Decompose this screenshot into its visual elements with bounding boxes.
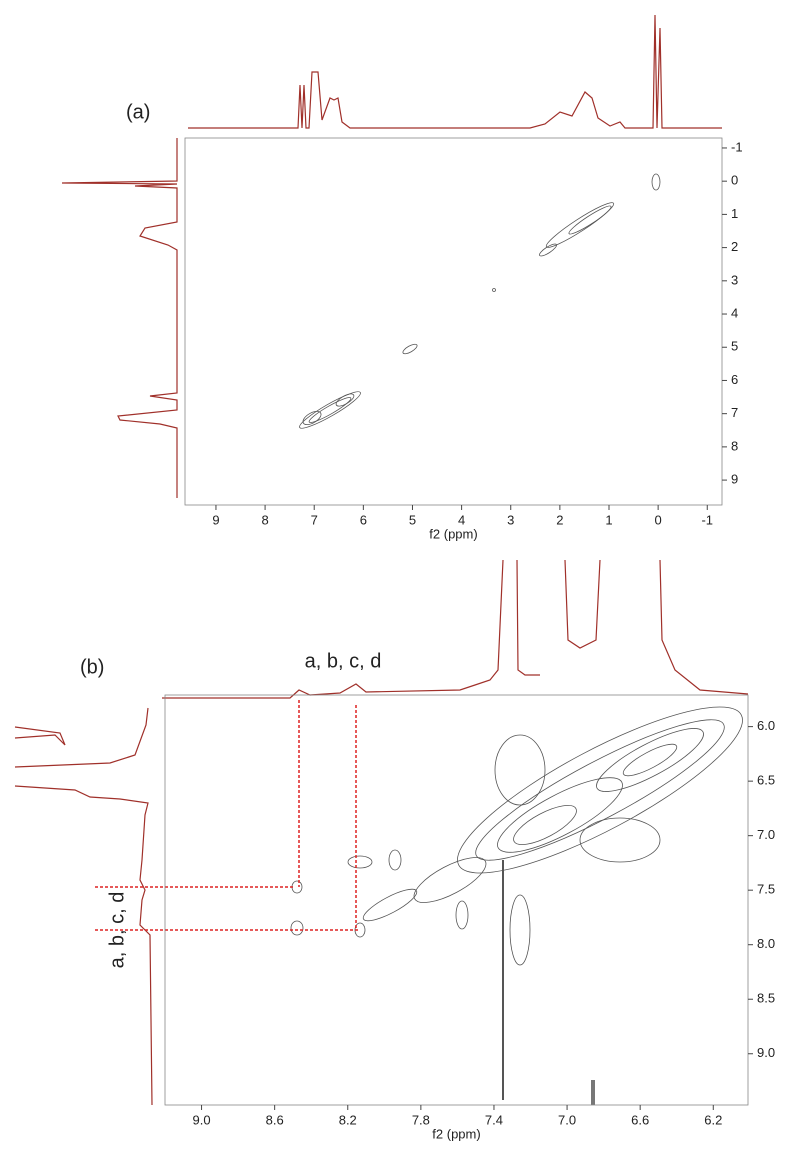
contours-a xyxy=(299,173,661,429)
projection-left-a xyxy=(61,138,178,498)
x-tick-label: 5 xyxy=(409,512,416,527)
projection-left-b xyxy=(14,707,153,1106)
x-tick-label: 7 xyxy=(311,512,318,527)
y-tick-label: 7.5 xyxy=(757,882,775,897)
y-tick-label: 7 xyxy=(731,405,738,420)
contours-b xyxy=(290,706,743,1105)
x-tick-label: 6.6 xyxy=(631,1112,649,1127)
x-tick-label: 2 xyxy=(556,512,563,527)
y-tick-label: 3 xyxy=(731,272,738,287)
projection-top-a xyxy=(188,14,722,129)
panel-label: (b) xyxy=(80,656,104,678)
x-tick-label: 4 xyxy=(458,512,465,527)
y-tick-label: 8.0 xyxy=(757,936,775,951)
plot-frame xyxy=(184,137,723,506)
x-tick-label: 8.6 xyxy=(266,1112,284,1127)
x-axis-label: f2 (ppm) xyxy=(432,1126,480,1141)
x-tick-label: 3 xyxy=(507,512,514,527)
x-tick-label: 7.4 xyxy=(485,1112,503,1127)
y-tick-label: 6.0 xyxy=(757,718,775,733)
x-tick-label: 8.2 xyxy=(339,1112,357,1127)
y-tick-label: 8 xyxy=(731,438,738,453)
x-tick-label: 9 xyxy=(212,512,219,527)
x-tick-label: 9.0 xyxy=(193,1112,211,1127)
x-tick-label: 1 xyxy=(605,512,612,527)
x-tick-label: 0 xyxy=(655,512,662,527)
y-tick-label: 6 xyxy=(731,372,738,387)
x-tick-label: 6 xyxy=(360,512,367,527)
annotation: a, b, c, d xyxy=(106,892,128,969)
y-tick-label: 9 xyxy=(731,472,738,487)
panel-label: (a) xyxy=(126,101,150,123)
x-tick-label: -1 xyxy=(701,512,713,527)
x-tick-label: 7.0 xyxy=(558,1112,576,1127)
y-tick-label: 6.5 xyxy=(757,773,775,788)
y-tick-label: 0 xyxy=(731,173,738,188)
y-tick-label: 8.5 xyxy=(757,991,775,1006)
y-tick-label: -1 xyxy=(731,139,743,154)
y-tick-label: 9.0 xyxy=(757,1045,775,1060)
y-tick-label: 2 xyxy=(731,239,738,254)
x-axis-label: f2 (ppm) xyxy=(429,526,477,541)
annotation: a, b, c, d xyxy=(305,650,382,672)
y-tick-label: 4 xyxy=(731,305,738,320)
y-tick-label: 1 xyxy=(731,206,738,221)
x-tick-label: 8 xyxy=(261,512,268,527)
projection-top-b xyxy=(162,559,749,699)
y-tick-label: 5 xyxy=(731,339,738,354)
x-tick-label: 7.8 xyxy=(412,1112,430,1127)
y-tick-label: 7.0 xyxy=(757,827,775,842)
x-tick-label: 6.2 xyxy=(704,1112,722,1127)
plot-frame xyxy=(164,694,749,1106)
